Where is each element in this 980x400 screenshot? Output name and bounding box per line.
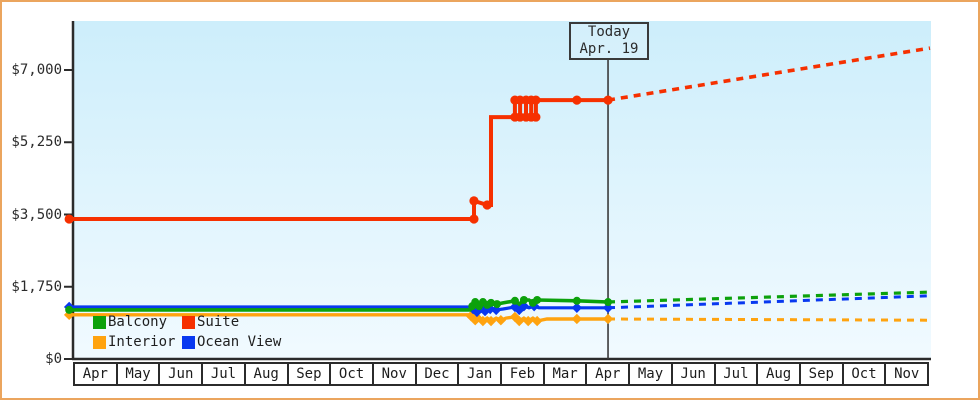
legend-label: Balcony [108,314,168,330]
series-forecast-suite [607,46,931,102]
month-cell-oct: Oct [843,362,887,386]
legend-swatch-icon [182,315,195,329]
data-point-ocean-view [602,302,614,314]
month-cell-jul: Jul [203,362,246,386]
data-point-suite [531,112,541,122]
legend-swatch-icon [182,335,195,349]
data-point-interior [477,315,489,327]
legend-label: Ocean View [197,334,282,350]
month-cell-sep: Sep [800,362,844,386]
month-cell-nov: Nov [886,362,930,386]
month-cell-jun: Jun [160,362,204,386]
data-point-ocean-view [571,302,583,314]
data-point-balcony [493,300,502,309]
today-label-line2: Apr. 19 [579,41,639,57]
legend-label: Interior [108,334,176,350]
series-forecast-balcony [607,290,931,304]
legend-item-suite: Suite [182,314,240,330]
data-point-suite [531,95,541,105]
data-point-balcony [487,298,496,307]
legend-label: Suite [197,314,240,330]
today-label-line1: Today [587,24,631,40]
data-point-balcony [604,298,613,307]
data-point-suite [469,214,479,224]
month-cell-jun: Jun [672,362,716,386]
data-point-balcony [65,305,74,314]
month-cell-jan: Jan [459,362,503,386]
month-cell-aug: Aug [245,362,289,386]
legend-swatch-icon [93,315,106,329]
data-point-interior [485,315,497,327]
month-cell-jul: Jul [715,362,759,386]
month-cell-aug: Aug [758,362,801,386]
data-point-suite [572,95,582,105]
data-point-balcony [510,296,519,305]
data-point-interior [522,315,534,327]
data-point-balcony [533,295,542,304]
month-cell-may: May [117,362,161,386]
series-forecast-interior [607,317,931,322]
month-cell-apr: Apr [587,362,631,386]
x-axis-month-row: Apr May Jun Jul Aug Sep Oct Nov Dec Jan Feb Mar Apr M… [73,362,930,386]
month-cell-apr: Apr [75,362,118,386]
data-point-interior [495,314,507,326]
legend-swatch-icon [93,335,106,349]
month-cell-sep: Sep [288,362,332,386]
data-point-balcony [519,295,528,304]
month-cell-dec: Dec [416,362,460,386]
y-tick-label: $3,500 [11,206,62,223]
legend-item-balcony: Balcony [93,314,168,330]
legend-item-ocean-view: Ocean View [182,334,282,350]
data-point-interior [514,315,525,327]
data-point-interior [470,314,481,326]
month-cell-feb: Feb [502,362,545,386]
data-point-suite [482,200,492,210]
data-point-suite [64,214,74,224]
data-point-suite [603,95,613,105]
data-point-suite [469,196,479,206]
month-cell-oct: Oct [331,362,374,386]
legend-item-interior: Interior [93,334,176,350]
data-point-balcony [572,296,581,305]
y-tick-label: $1,750 [11,278,62,295]
month-cell-may: May [630,362,673,386]
data-point-interior [571,313,583,325]
series-forecast-ocean-view [607,294,931,310]
y-tick-label: $5,250 [11,134,62,151]
month-cell-nov: Nov [373,362,417,386]
y-tick-label: $0 [45,351,62,367]
data-point-interior [602,313,614,325]
month-cell-mar: Mar [544,362,588,386]
data-point-interior [531,315,543,327]
y-tick-label: $7,000 [11,62,62,78]
today-annotation-box: Today Apr. 19 [569,22,649,60]
